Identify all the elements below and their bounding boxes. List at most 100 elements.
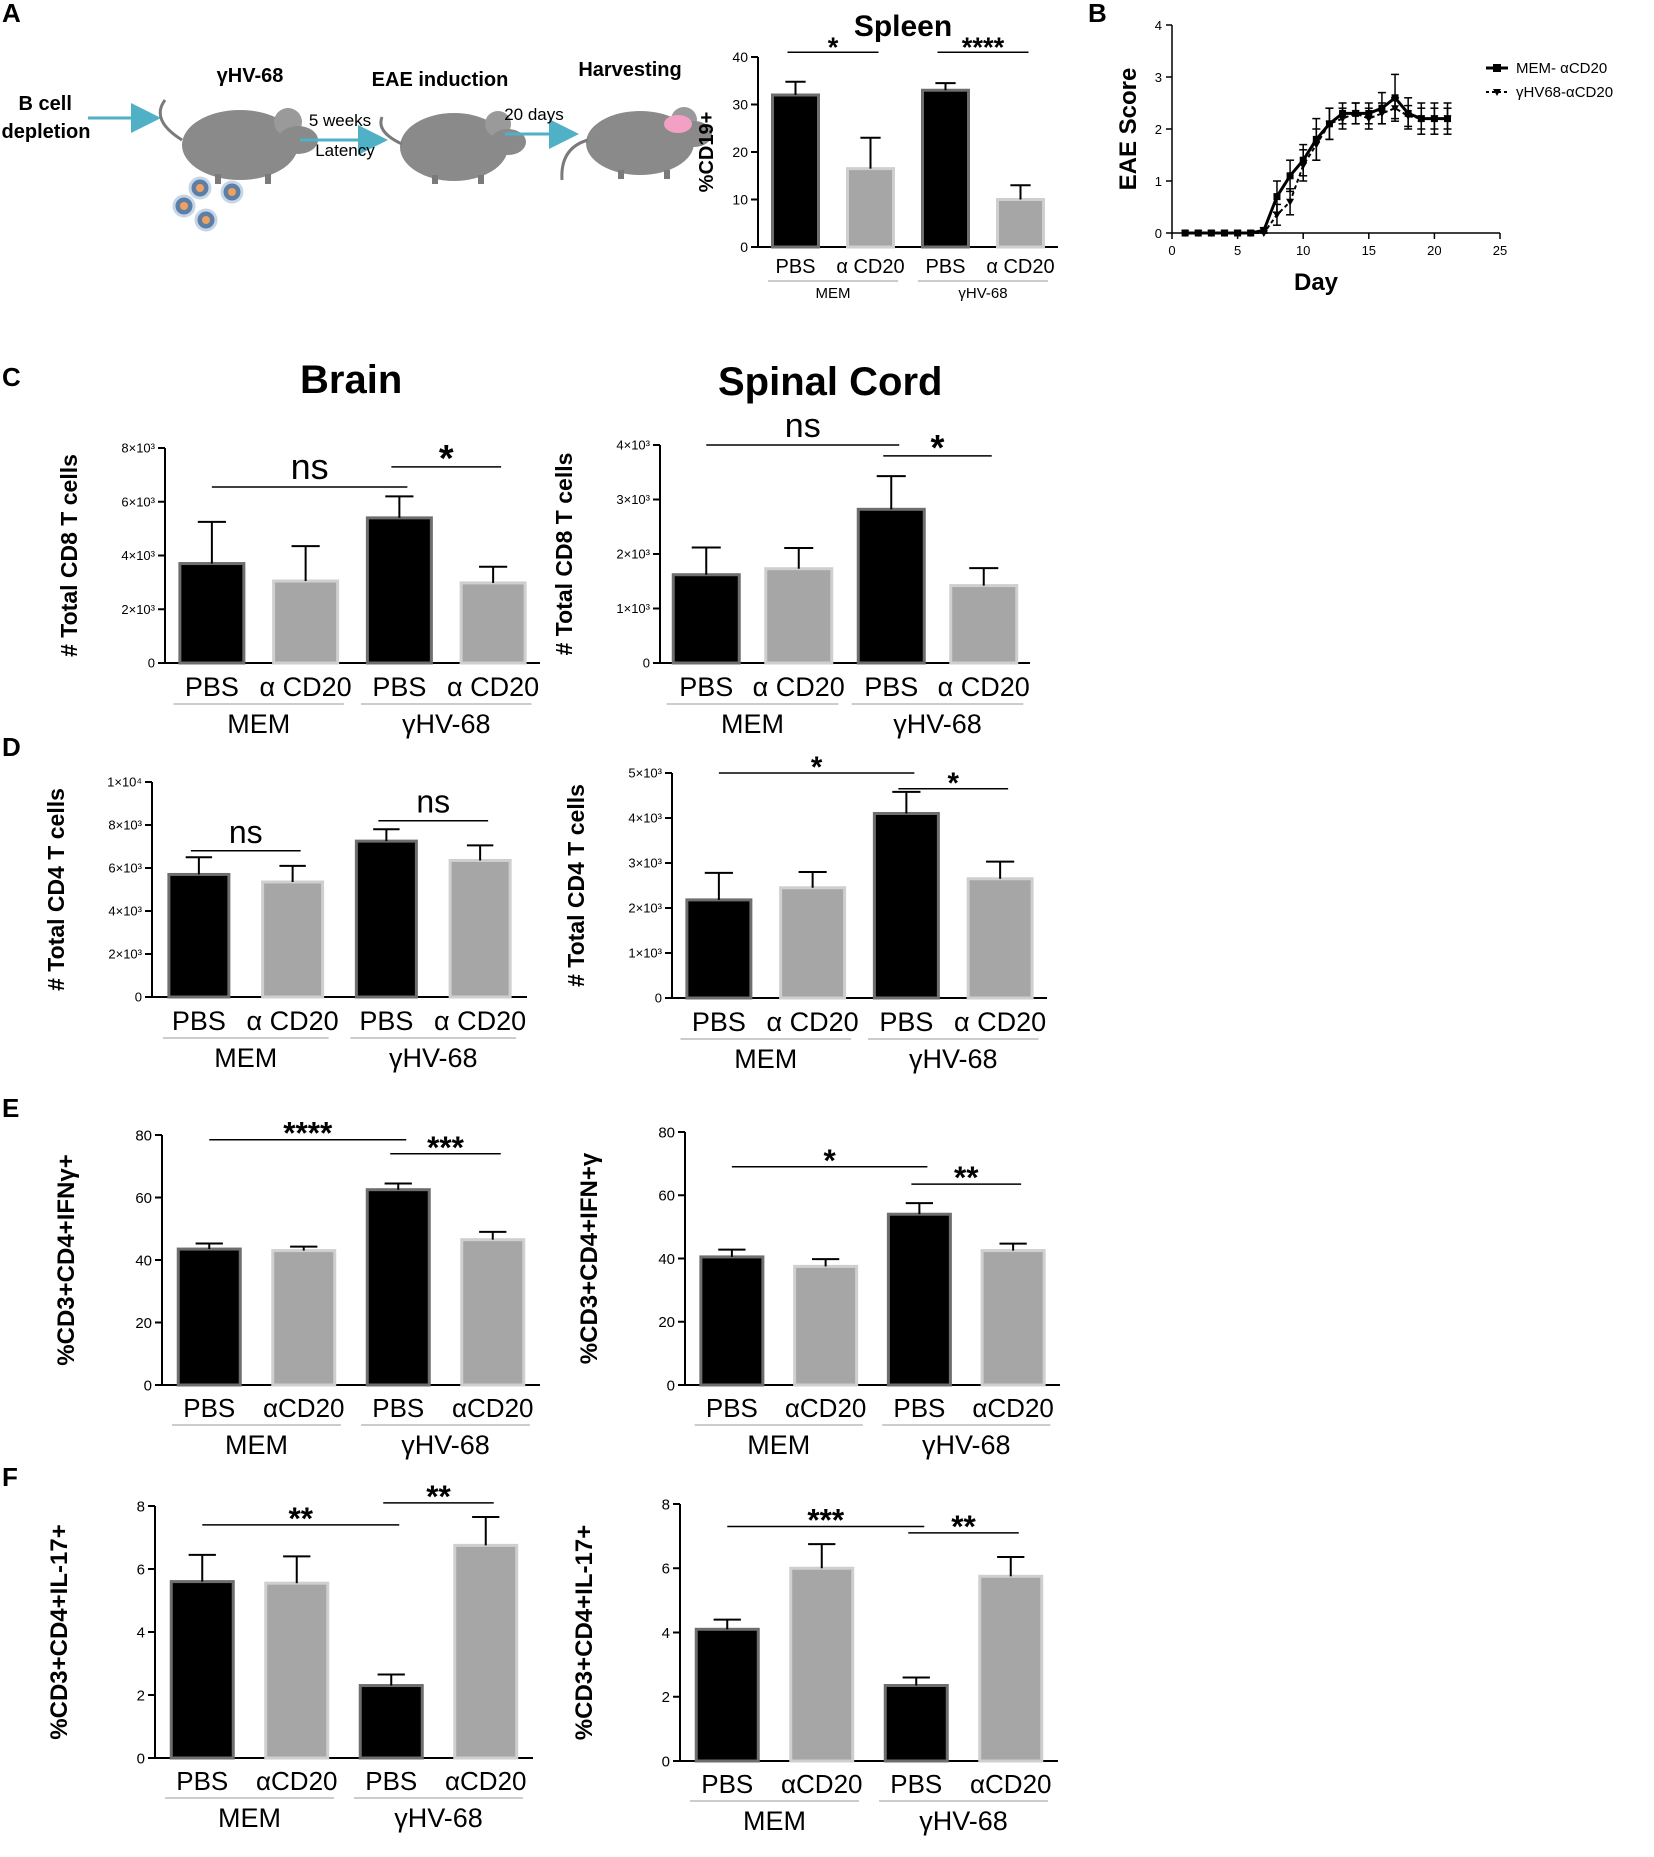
significance-label: ** <box>288 1500 313 1536</box>
mouse-icon-1 <box>158 99 318 184</box>
data-point <box>1259 230 1268 237</box>
y-tick-label: 0 <box>137 1750 145 1767</box>
bar <box>178 562 246 665</box>
y-tick-label: 2 <box>137 1687 145 1704</box>
bar <box>978 1574 1044 1763</box>
y-tick-label: 2×10³ <box>108 947 142 962</box>
y-tick-label: 1×10⁴ <box>107 775 142 790</box>
x-tick-label: 5 <box>1234 243 1241 258</box>
step-harvesting: Harvesting <box>578 59 681 81</box>
group-label: γHV-68 <box>402 709 491 739</box>
significance-label: * <box>948 767 960 800</box>
arrow-2-label-2: Latency <box>315 141 375 160</box>
panel-letter-e: E <box>2 1093 20 1123</box>
y-tick-label: 0 <box>643 656 650 671</box>
y-axis-label: %CD3+CD4+IL-17+ <box>46 1524 73 1739</box>
x-category-label: α CD20 <box>836 256 904 278</box>
data-point <box>1246 230 1255 237</box>
bar <box>264 1581 330 1760</box>
x-category-label: PBS <box>679 672 733 702</box>
significance-label: **** <box>283 1115 333 1151</box>
data-point <box>1273 193 1281 201</box>
bar <box>169 1580 235 1760</box>
y-axis-label: %CD3+CD4+IFNγ+ <box>53 1154 80 1365</box>
y-tick-label: 80 <box>135 1127 152 1144</box>
step-b-cell-line2: depletion <box>2 121 91 143</box>
legend-label: MEM- αCD20 <box>1516 60 1607 77</box>
y-tick-label: 4 <box>1155 18 1162 33</box>
data-point <box>1272 211 1281 219</box>
x-category-label: PBS <box>879 1007 933 1037</box>
y-tick-label: 40 <box>658 1251 675 1268</box>
x-category-label: αCD20 <box>781 1769 863 1799</box>
panel-letter-d: D <box>2 732 21 762</box>
chart-c-spinal-group: 0 1×10³ 2×10³ 3×10³ 4×10³ # Total CD8 T cells… <box>551 407 1030 739</box>
chart-e-brain-group: 0 20 40 60 80 %CD3+CD4+IFNγ+ PBS αCD20 PBS αCD20 M… <box>53 1115 540 1460</box>
y-tick-label: 20 <box>732 144 748 160</box>
y-tick-label: 0 <box>662 1753 670 1770</box>
y-axis-label: # Total CD8 T cells <box>56 454 82 657</box>
x-tick-label: 0 <box>1168 243 1175 258</box>
bar <box>764 567 834 665</box>
chart-d-brain-group: 0 2×10³ 4×10³ 6×10³ 8×10³ 1×10⁴ # Total CD4 T … <box>43 775 527 1073</box>
x-tick-label: 20 <box>1427 243 1441 258</box>
bar <box>856 507 926 665</box>
group-label: MEM <box>227 709 290 739</box>
significance-label: * <box>439 438 454 480</box>
y-tick-label: 1×10³ <box>628 946 662 961</box>
group-label: MEM <box>743 1806 806 1836</box>
bar <box>448 858 512 999</box>
data-point <box>1220 230 1229 237</box>
y-tick-label: 3×10³ <box>616 492 650 507</box>
bar <box>694 1627 760 1763</box>
chart-e-spinal-group: 0 20 40 60 80 %CD3+CD4+IFN+γ PBS αCD20 PBS αCD20 M… <box>576 1124 1060 1460</box>
y-tick-label: 4 <box>137 1624 145 1641</box>
data-point <box>1181 230 1190 237</box>
x-category-label: PBS <box>701 1769 753 1799</box>
brain-icon <box>664 115 692 133</box>
y-tick-label: 2 <box>662 1689 670 1706</box>
x-tick-label: 25 <box>1493 243 1507 258</box>
y-tick-label: 0 <box>144 1377 152 1394</box>
bar <box>966 877 1034 1000</box>
x-category-label: αCD20 <box>452 1393 534 1423</box>
y-tick-label: 8 <box>137 1498 145 1515</box>
bar <box>167 872 231 999</box>
bar <box>949 584 1019 665</box>
y-tick-label: 2 <box>1155 122 1162 137</box>
group-label: MEM <box>747 1430 810 1460</box>
chart-spleen-group: 0 10 20 30 40 %CD19+ Spleen PBS α CD20 PBS α CD20 M… <box>696 10 1058 302</box>
y-axis-label: %CD19+ <box>696 112 718 193</box>
y-axis-label: %CD3+CD4+IFN+γ <box>576 1152 603 1364</box>
data-point <box>1194 230 1203 237</box>
y-tick-label: 2×10³ <box>628 901 662 916</box>
y-tick-label: 3 <box>1155 70 1162 85</box>
y-tick-label: 80 <box>658 1124 675 1141</box>
y-tick-label: 20 <box>135 1315 152 1332</box>
y-tick-label: 8×10³ <box>121 441 155 456</box>
data-point <box>1430 115 1439 123</box>
step-b-cell-depletion: B cell depletion <box>2 93 91 143</box>
bar <box>789 1566 855 1763</box>
data-point <box>1338 115 1347 123</box>
y-tick-label: 60 <box>135 1190 152 1207</box>
y-tick-label: 8×10³ <box>108 818 142 833</box>
significance-label: *** <box>427 1129 465 1165</box>
x-category-label: PBS <box>359 1006 413 1036</box>
arrow-2-label-1: 5 weeks <box>309 111 371 130</box>
x-category-label: αCD20 <box>445 1766 527 1796</box>
y-axis-label: %CD3+CD4+IL-17+ <box>571 1525 598 1740</box>
x-category-label: PBS <box>706 1393 758 1423</box>
data-point <box>1207 230 1216 237</box>
panel-letter-a: A <box>2 0 21 28</box>
step-b-cell-line1: B cell <box>19 93 72 115</box>
x-category-label: PBS <box>172 1006 226 1036</box>
significance-label: * <box>811 751 823 784</box>
x-category-label: PBS <box>890 1769 942 1799</box>
y-tick-label: 0 <box>667 1377 675 1394</box>
panel-letter-b: B <box>1088 0 1107 28</box>
